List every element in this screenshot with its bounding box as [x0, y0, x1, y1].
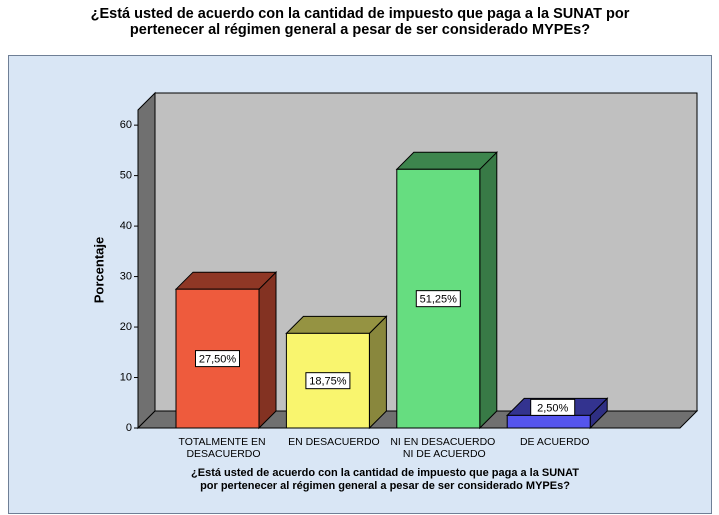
value-label-box	[415, 290, 461, 308]
x-axis-title: por pertenecer al régimen general a pesa…	[200, 480, 570, 492]
bar	[395, 151, 499, 430]
bar-top	[395, 151, 499, 170]
side-wall	[137, 91, 156, 430]
x-tick-label: DE ACUERDO	[520, 436, 589, 448]
bar-top	[174, 271, 278, 290]
value-label: 27,50%	[199, 354, 237, 366]
x-tick-label: TOTALMENTE EN DESACUERDO	[178, 436, 268, 460]
chart-title: ¿Está usted de acuerdo con la cantidad d…	[91, 6, 630, 22]
bar-side	[368, 315, 387, 430]
bar-top	[285, 315, 388, 334]
chart-title: pertenecer al régimen general a pesar de…	[130, 22, 590, 38]
y-tick-label: 50	[120, 170, 132, 182]
bar-side	[479, 151, 498, 430]
y-tick-label: 30	[120, 270, 132, 282]
y-tick-label: 10	[120, 371, 132, 383]
y-tick-label: 0	[126, 422, 132, 434]
value-label-box	[305, 372, 351, 390]
bar-front	[506, 414, 591, 429]
value-label-box	[195, 350, 240, 368]
value-label: 51,25%	[420, 294, 458, 306]
value-label: 2,50%	[537, 402, 568, 414]
value-label: 18,75%	[309, 376, 347, 388]
y-tick-label: 40	[120, 220, 132, 232]
x-axis-title: ¿Está usted de acuerdo con la cantidad d…	[191, 467, 579, 479]
y-tick-label: 60	[120, 119, 132, 131]
x-tick-label: EN DESACUERDO	[288, 436, 380, 448]
y-axis-title: Porcentaje	[91, 237, 106, 303]
y-tick-label: 20	[120, 321, 132, 333]
bar-side	[258, 270, 277, 430]
value-label-box	[530, 398, 576, 416]
x-tick-label: NI EN DESACUERDO NI DE ACUERDO	[390, 436, 498, 460]
